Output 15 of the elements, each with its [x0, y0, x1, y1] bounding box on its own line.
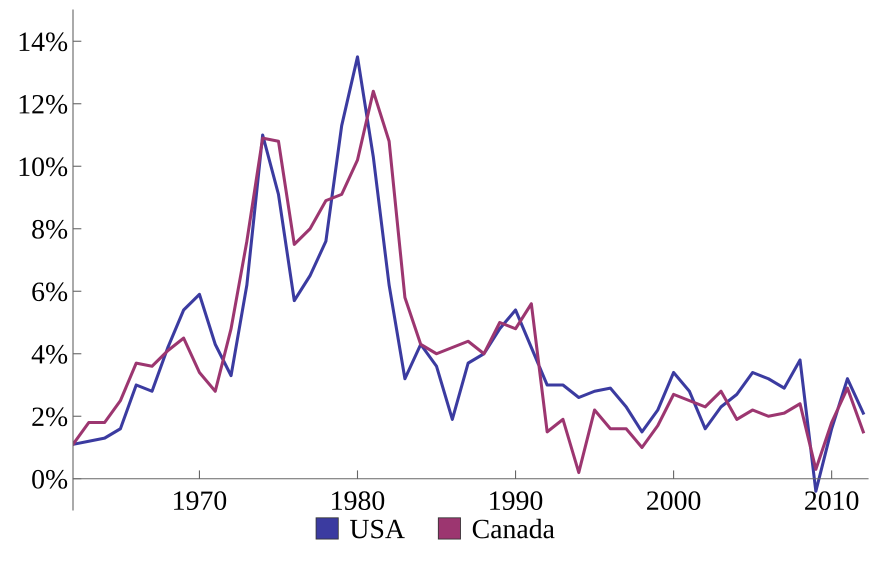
y-tick-label: 0% — [32, 470, 68, 489]
legend-label: Canada — [472, 518, 555, 538]
legend-label: USA — [350, 520, 405, 538]
y-tick-label: 4% — [32, 344, 68, 364]
x-tick-label: 2010 — [805, 491, 858, 510]
x-tick-label: 2000 — [647, 491, 700, 510]
y-tick-label: 2% — [32, 407, 68, 426]
y-tick-label: 14% — [20, 32, 68, 52]
y-tick-label: 8% — [32, 220, 68, 239]
x-tick-label: 1990 — [490, 491, 542, 510]
x-tick-label: 1980 — [332, 491, 384, 510]
y-tick-label: 6% — [32, 282, 68, 302]
y-tick-label: 12% — [20, 94, 68, 114]
x-tick-label: 1970 — [174, 491, 226, 510]
y-tick-label: 10% — [20, 157, 68, 176]
